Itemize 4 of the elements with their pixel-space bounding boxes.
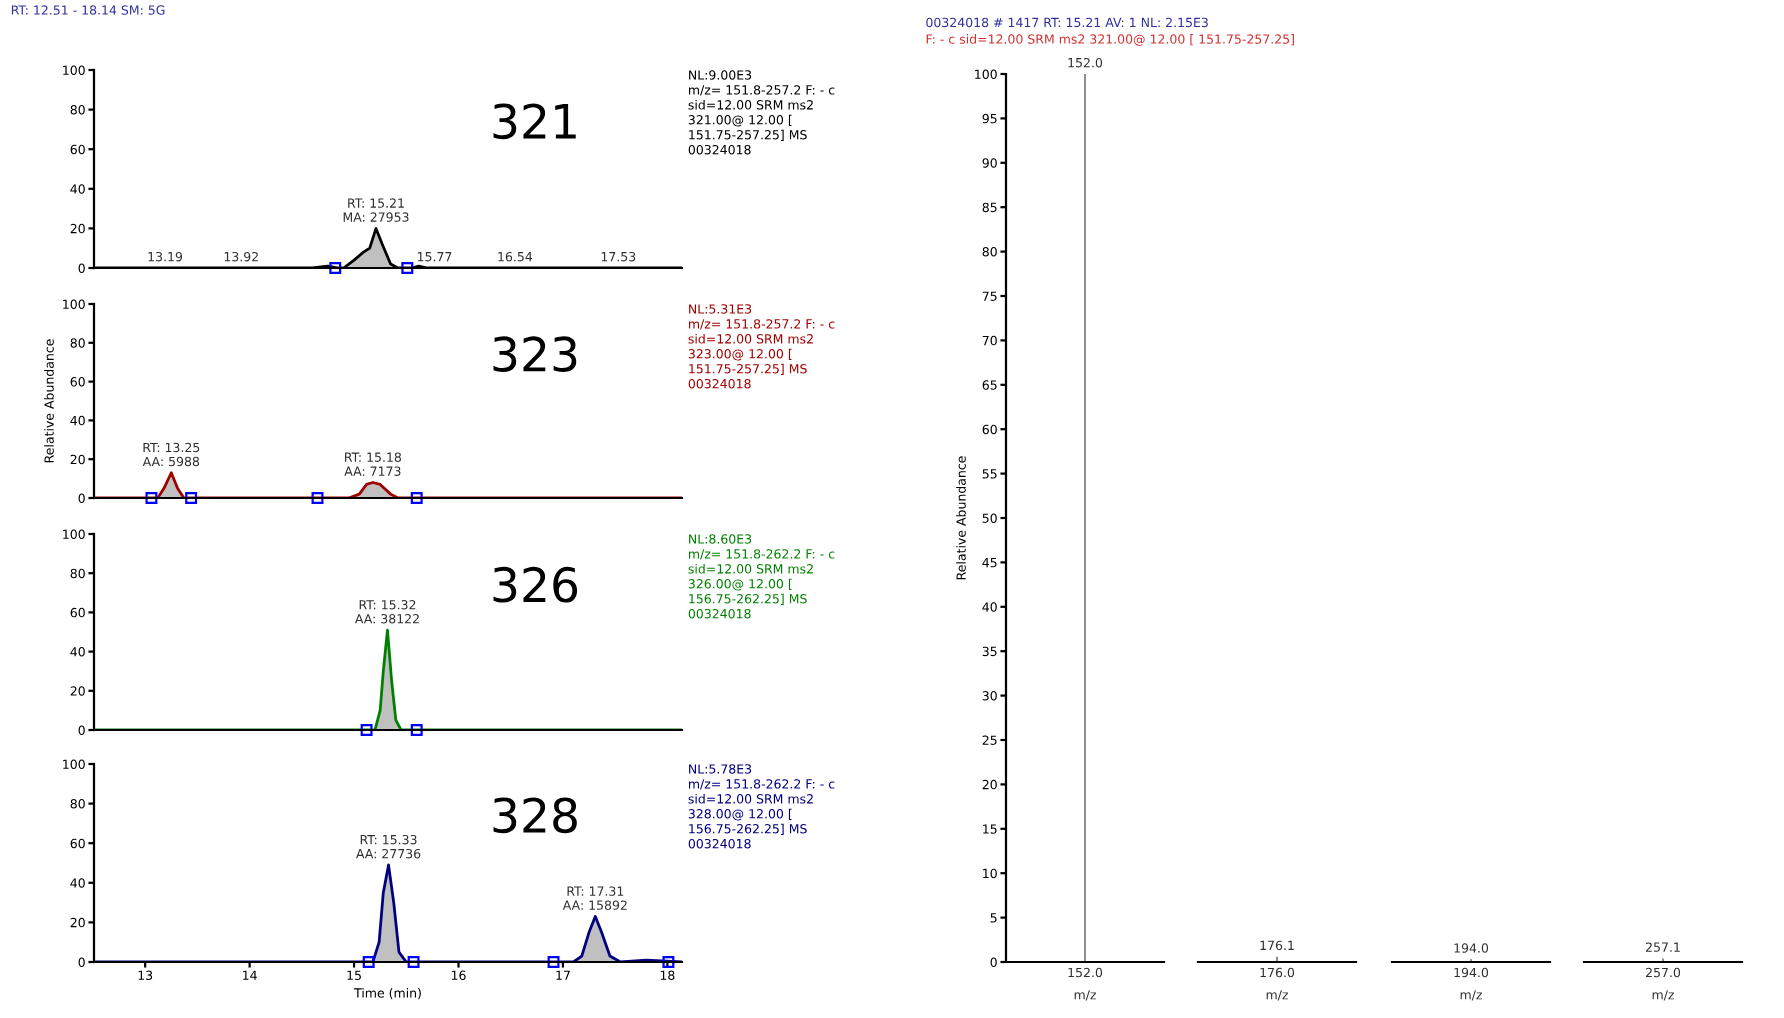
annotation: 326 (493, 566, 578, 603)
annotation: 323 (493, 336, 577, 373)
annotation: 321 (493, 103, 576, 140)
annotation: 328 (493, 797, 577, 834)
